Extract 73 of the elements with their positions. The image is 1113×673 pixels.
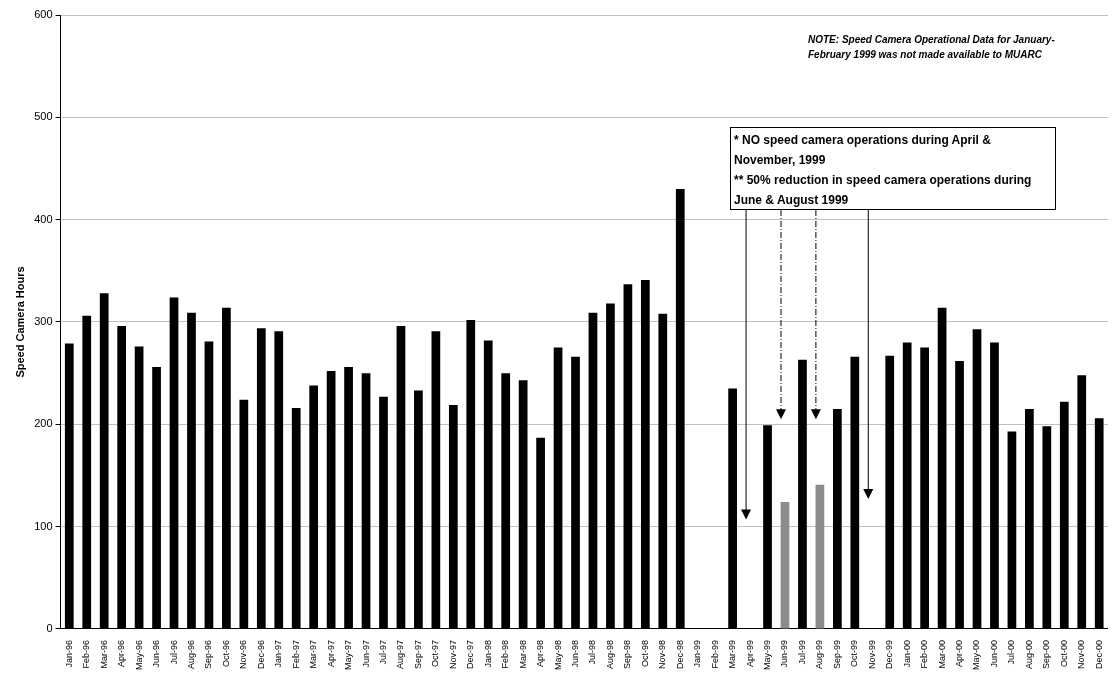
x-tick-label: Mar-98	[517, 639, 528, 669]
x-tick-label: Aug-97	[395, 639, 406, 670]
x-tick-label: Feb-98	[500, 639, 511, 669]
annotation: * NO speed camera operations during April & November, 1999	[734, 132, 992, 169]
x-tick-label: Apr-00	[954, 639, 965, 668]
x-tick-label: May-99	[762, 639, 773, 671]
x-tick-label: Mar-96	[98, 639, 109, 669]
x-tick-label: Dec-99	[884, 639, 895, 670]
x-tick-label: Jul-96	[168, 639, 179, 665]
x-tick-label: Jul-00	[1006, 639, 1017, 665]
x-tick-label: Aug-99	[814, 639, 825, 670]
x-tick-label: Sep-99	[831, 639, 842, 670]
x-tick-label: Jun-99	[779, 639, 790, 668]
x-tick-label: May-97	[343, 639, 354, 671]
x-tick-label: Dec-00	[1093, 639, 1104, 670]
x-tick-label: Apr-97	[325, 639, 336, 668]
x-tick-label: Nov-98	[657, 639, 668, 670]
y-tick-label: 500	[34, 110, 53, 123]
x-tick-label: Jul-97	[377, 639, 388, 665]
x-tick-label: Dec-98	[674, 639, 685, 670]
y-tick-label: 0	[46, 622, 53, 635]
y-tick-label: 600	[34, 8, 53, 21]
x-tick-label: Oct-99	[849, 639, 860, 668]
x-tick-label: Nov-00	[1076, 639, 1087, 670]
bar	[815, 484, 825, 629]
x-tick-label: May-96	[133, 639, 144, 671]
y-tick-label: 300	[34, 315, 53, 328]
y-axis-title: Speed Camera Hours	[13, 266, 26, 378]
x-tick-label: Sep-97	[412, 639, 423, 670]
x-tick-label: Mar-97	[308, 639, 319, 669]
y-tick-label: 200	[34, 417, 53, 430]
x-tick-label: Nov-99	[866, 639, 877, 670]
bar	[780, 502, 790, 629]
x-tick-label: Nov-96	[238, 639, 249, 670]
annotation: NOTE: Speed Camera Operational Data for January-February 1999 was not made available to MUARC	[808, 33, 1056, 62]
x-tick-label: Aug-98	[604, 639, 615, 670]
x-tick-label: Aug-96	[185, 639, 196, 670]
x-tick-label: Sep-98	[622, 639, 633, 670]
x-tick-label: Dec-96	[255, 639, 266, 670]
x-tick-label: May-00	[971, 639, 982, 671]
x-tick-label: May-98	[552, 639, 563, 671]
x-tick-label: Feb-99	[709, 639, 720, 669]
x-tick-label: Jan-00	[901, 639, 912, 668]
x-tick-label: Jul-99	[796, 639, 807, 665]
annotation: ** 50% reduction in speed camera operations during June & August 1999	[734, 172, 1033, 209]
x-tick-label: Oct-00	[1058, 639, 1069, 668]
x-tick-label: Feb-96	[81, 639, 92, 669]
x-tick-label: Apr-96	[116, 639, 127, 668]
x-tick-label: Aug-00	[1023, 639, 1034, 670]
x-tick-label: Jan-99	[692, 639, 703, 668]
x-tick-label: Apr-98	[535, 639, 546, 668]
x-tick-label: Oct-97	[430, 639, 441, 668]
x-tick-label: Apr-99	[744, 639, 755, 668]
x-tick-label: Jun-97	[360, 639, 371, 668]
x-tick-label: Dec-97	[465, 639, 476, 670]
x-tick-label: Oct-98	[639, 639, 650, 668]
x-tick-label: Oct-96	[220, 639, 231, 668]
x-tick-label: Feb-00	[919, 639, 930, 669]
x-tick-label: Nov-97	[447, 639, 458, 670]
x-tick-label: Mar-99	[727, 639, 738, 669]
x-tick-label: Sep-00	[1041, 639, 1052, 670]
x-tick-label: Jul-98	[587, 639, 598, 665]
x-tick-label: Jun-96	[151, 639, 162, 668]
x-tick-label: Jun-00	[988, 639, 999, 668]
x-tick-label: Jan-98	[482, 639, 493, 668]
x-tick-label: Mar-00	[936, 639, 947, 669]
x-tick-label: Feb-97	[290, 639, 301, 669]
x-tick-label: Jan-97	[273, 639, 284, 668]
x-tick-label: Jun-98	[570, 639, 580, 668]
y-tick-label: 100	[34, 519, 53, 532]
x-tick-label: Sep-96	[203, 639, 214, 670]
y-tick-label: 400	[34, 212, 53, 225]
x-tick-label: Jan-96	[63, 639, 74, 668]
